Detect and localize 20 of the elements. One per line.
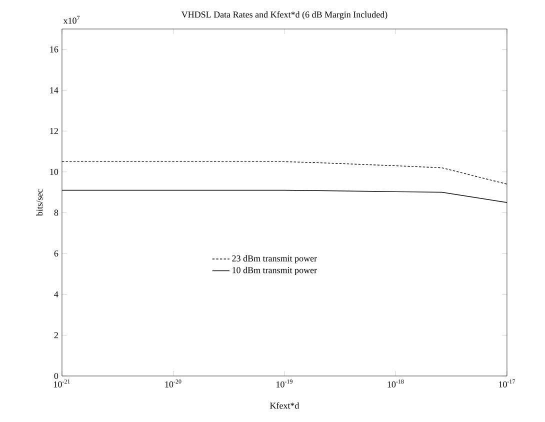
- y-tick-label: 6: [54, 250, 58, 257]
- x-tick-label: 10$^{-21}$: [54, 380, 70, 388]
- y-tick-label: 4: [54, 291, 58, 298]
- x-tick-label: 10$^{-19}$: [276, 380, 292, 388]
- y-tick-label: 8: [54, 210, 58, 216]
- y-tick-label: 12: [50, 128, 58, 134]
- y-tick-label: 10: [50, 168, 58, 175]
- text: x10$^{7}$: [63, 16, 80, 24]
- legend-label: 23 dBm transmit power: [232, 255, 317, 264]
- y-axis-title: bits/sec: [36, 189, 43, 216]
- x-axis-title: Kfext*d: [270, 402, 300, 409]
- x-tick-label: 10$^{-20}$: [165, 380, 182, 388]
- chart-title: VHDSL Data Rates and Kfext*d (6 dB Margin Included): [181, 11, 388, 20]
- y-tick-label: 2: [54, 332, 58, 338]
- legend-label: 10 dBm transmit power: [232, 266, 317, 276]
- x-tick-label: 10$^{-18}$: [388, 380, 404, 388]
- y-tick-label: 0: [54, 372, 58, 380]
- y-tick-label: 16: [50, 46, 58, 52]
- x-tick-label: 10$^{-17}$: [499, 380, 516, 388]
- y-tick-label: 14: [50, 87, 58, 94]
